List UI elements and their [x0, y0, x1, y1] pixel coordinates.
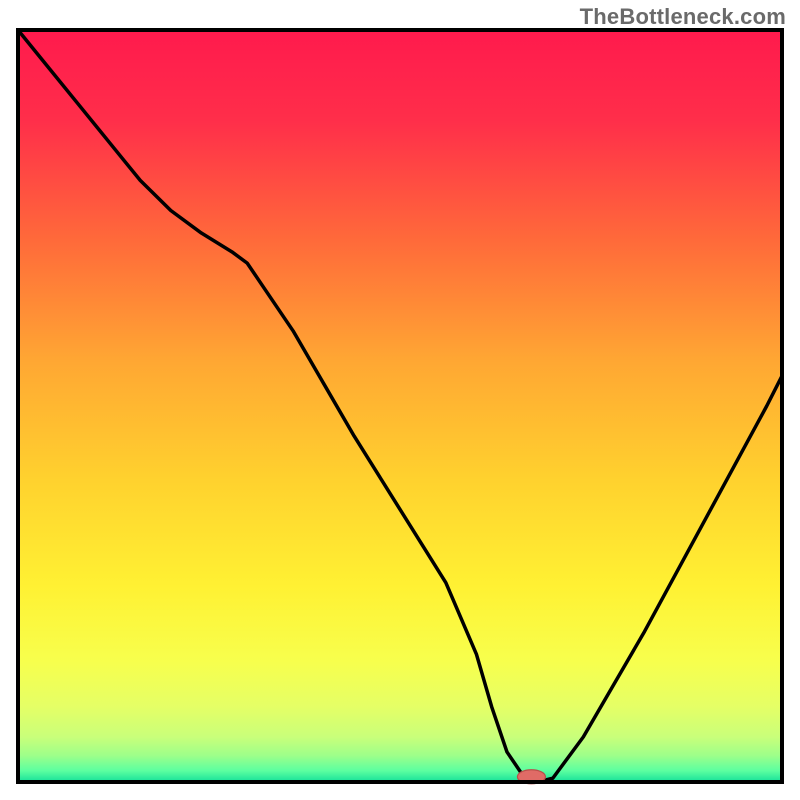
- bottleneck-chart: [0, 0, 800, 800]
- plot-background: [18, 30, 782, 782]
- chart-svg: [0, 0, 800, 800]
